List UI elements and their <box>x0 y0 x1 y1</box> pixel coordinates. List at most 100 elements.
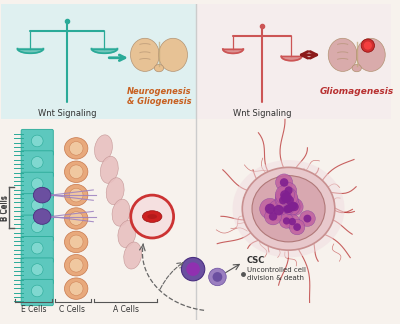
Ellipse shape <box>64 161 88 182</box>
Circle shape <box>293 223 301 231</box>
Ellipse shape <box>328 38 357 71</box>
Circle shape <box>69 142 83 155</box>
Circle shape <box>69 282 83 295</box>
Ellipse shape <box>142 211 162 222</box>
Circle shape <box>304 214 311 223</box>
FancyBboxPatch shape <box>21 172 53 199</box>
Circle shape <box>31 242 43 254</box>
Text: C Cells: C Cells <box>59 305 85 314</box>
Circle shape <box>275 187 298 209</box>
Circle shape <box>69 165 83 179</box>
FancyBboxPatch shape <box>1 119 391 320</box>
Text: Neurogenesis
& Gliogenesis: Neurogenesis & Gliogenesis <box>127 87 191 106</box>
Polygon shape <box>281 56 302 61</box>
Ellipse shape <box>147 214 157 219</box>
Circle shape <box>283 203 294 214</box>
Circle shape <box>275 185 294 204</box>
Circle shape <box>31 135 43 147</box>
Circle shape <box>31 178 43 190</box>
Circle shape <box>285 196 294 205</box>
Text: Uncontrolled cell
division & death: Uncontrolled cell division & death <box>247 267 306 281</box>
Circle shape <box>280 190 290 200</box>
Ellipse shape <box>94 135 112 162</box>
Ellipse shape <box>159 38 188 71</box>
Polygon shape <box>18 49 43 53</box>
Circle shape <box>31 285 43 297</box>
Text: Gliomagenesis: Gliomagenesis <box>320 87 394 96</box>
Circle shape <box>290 202 299 211</box>
Ellipse shape <box>352 64 361 72</box>
Circle shape <box>280 178 288 187</box>
Circle shape <box>364 41 372 50</box>
Text: A Cells: A Cells <box>113 305 139 314</box>
Circle shape <box>276 174 293 191</box>
Circle shape <box>279 214 294 228</box>
Ellipse shape <box>64 278 88 299</box>
FancyBboxPatch shape <box>196 4 391 119</box>
Polygon shape <box>92 49 117 53</box>
Ellipse shape <box>64 231 88 253</box>
Circle shape <box>186 262 200 276</box>
Circle shape <box>69 235 83 249</box>
Circle shape <box>284 187 293 194</box>
Ellipse shape <box>64 255 88 276</box>
Circle shape <box>285 204 294 213</box>
Circle shape <box>69 188 83 202</box>
Ellipse shape <box>64 184 88 206</box>
Circle shape <box>181 258 205 281</box>
FancyBboxPatch shape <box>21 151 53 177</box>
Text: Wnt Signaling: Wnt Signaling <box>38 110 97 118</box>
Circle shape <box>280 203 294 217</box>
Ellipse shape <box>118 221 136 248</box>
Circle shape <box>286 198 302 214</box>
Circle shape <box>31 221 43 233</box>
Text: B Cells: B Cells <box>0 195 10 221</box>
FancyBboxPatch shape <box>21 129 53 156</box>
Circle shape <box>290 202 298 210</box>
Circle shape <box>69 259 83 272</box>
FancyBboxPatch shape <box>21 215 53 241</box>
Circle shape <box>285 214 300 229</box>
Ellipse shape <box>154 64 164 72</box>
Circle shape <box>284 207 291 214</box>
Circle shape <box>275 192 291 208</box>
FancyBboxPatch shape <box>21 237 53 263</box>
Circle shape <box>289 219 305 235</box>
Ellipse shape <box>356 38 385 71</box>
Circle shape <box>300 211 315 226</box>
Circle shape <box>281 191 298 209</box>
Ellipse shape <box>232 160 344 258</box>
Ellipse shape <box>33 209 51 224</box>
Circle shape <box>69 212 83 225</box>
Circle shape <box>283 198 300 215</box>
Circle shape <box>280 200 298 217</box>
Ellipse shape <box>100 156 118 183</box>
Circle shape <box>279 196 287 204</box>
Circle shape <box>269 212 277 221</box>
FancyBboxPatch shape <box>21 258 53 284</box>
Circle shape <box>281 192 292 203</box>
Ellipse shape <box>130 38 159 71</box>
Circle shape <box>131 195 174 238</box>
Text: CSC: CSC <box>247 256 265 265</box>
FancyBboxPatch shape <box>1 4 196 119</box>
Circle shape <box>260 198 280 219</box>
Circle shape <box>212 272 222 282</box>
Text: B Cells: B Cells <box>0 195 9 221</box>
FancyBboxPatch shape <box>21 194 53 220</box>
Ellipse shape <box>124 242 142 269</box>
FancyBboxPatch shape <box>21 279 53 306</box>
Circle shape <box>283 205 290 212</box>
Circle shape <box>283 217 290 225</box>
Ellipse shape <box>64 138 88 159</box>
Ellipse shape <box>64 208 88 229</box>
Text: Wnt Signaling: Wnt Signaling <box>233 110 292 118</box>
Circle shape <box>268 200 289 221</box>
Circle shape <box>31 156 43 168</box>
Polygon shape <box>223 49 243 53</box>
Text: E Cells: E Cells <box>20 305 46 314</box>
Ellipse shape <box>106 178 124 205</box>
Ellipse shape <box>242 168 335 250</box>
Circle shape <box>287 202 296 211</box>
Circle shape <box>265 203 275 214</box>
